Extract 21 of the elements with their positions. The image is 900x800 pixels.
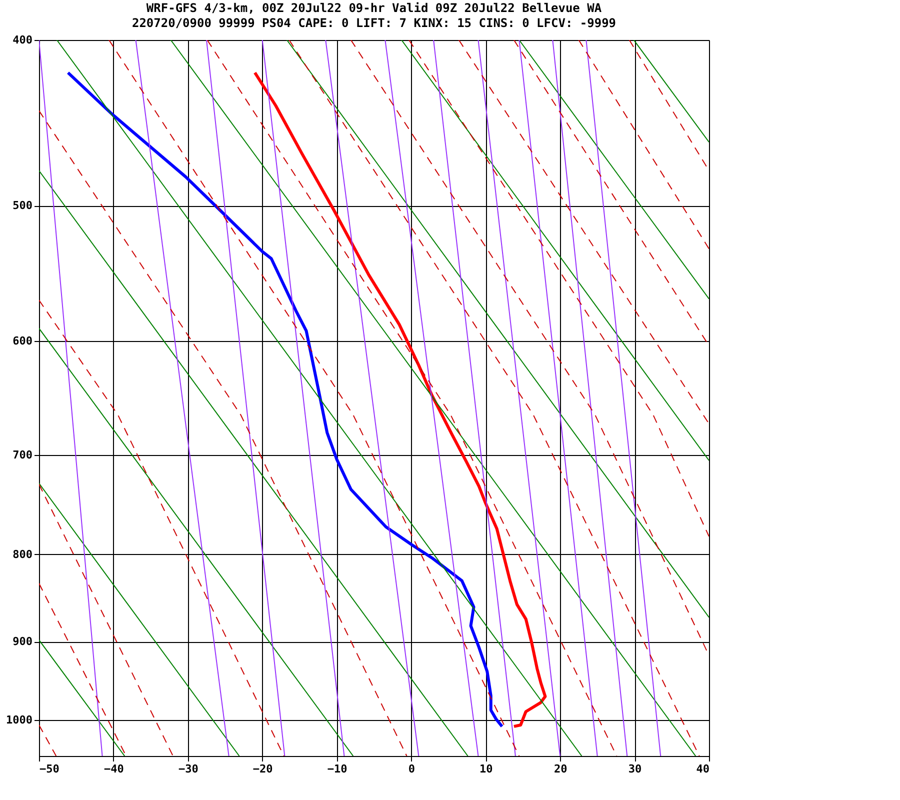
x-tick-label: 40 [696,762,710,776]
x-tick-label: 10 [480,762,493,776]
line-series [253,71,547,728]
x-tick-label: 30 [628,762,642,776]
x-tick-label: −20 [252,762,273,776]
y-tick-label: 600 [12,334,32,348]
x-tick-label: 20 [554,762,568,776]
x-tick-label: 0 [408,762,416,776]
x-tick-label: −50 [40,762,60,776]
y-tick-label: 700 [12,448,32,462]
y-tick-label: 500 [12,199,32,212]
x-tick-label: −40 [104,762,124,776]
y-tick-label: 1000 [6,713,32,726]
x-tick-label: −30 [178,762,198,776]
y-tick-label: 400 [12,34,32,46]
line-series [66,71,504,728]
chart-title: WRF-GFS 4/3-km, 00Z 20Jul22 09-hr Valid 09Z 20Jul22 Bellevue WA [146,1,602,15]
y-tick-label: 800 [12,548,32,561]
y-tick-label: 900 [12,635,32,648]
x-tick-label: −10 [327,762,348,776]
chart-subtitle: 220720/0900 99999 PS04 CAPE: 0 LIFT: 7 KINX: 15 CINS: 0 LFCV: -9999 [132,16,616,30]
